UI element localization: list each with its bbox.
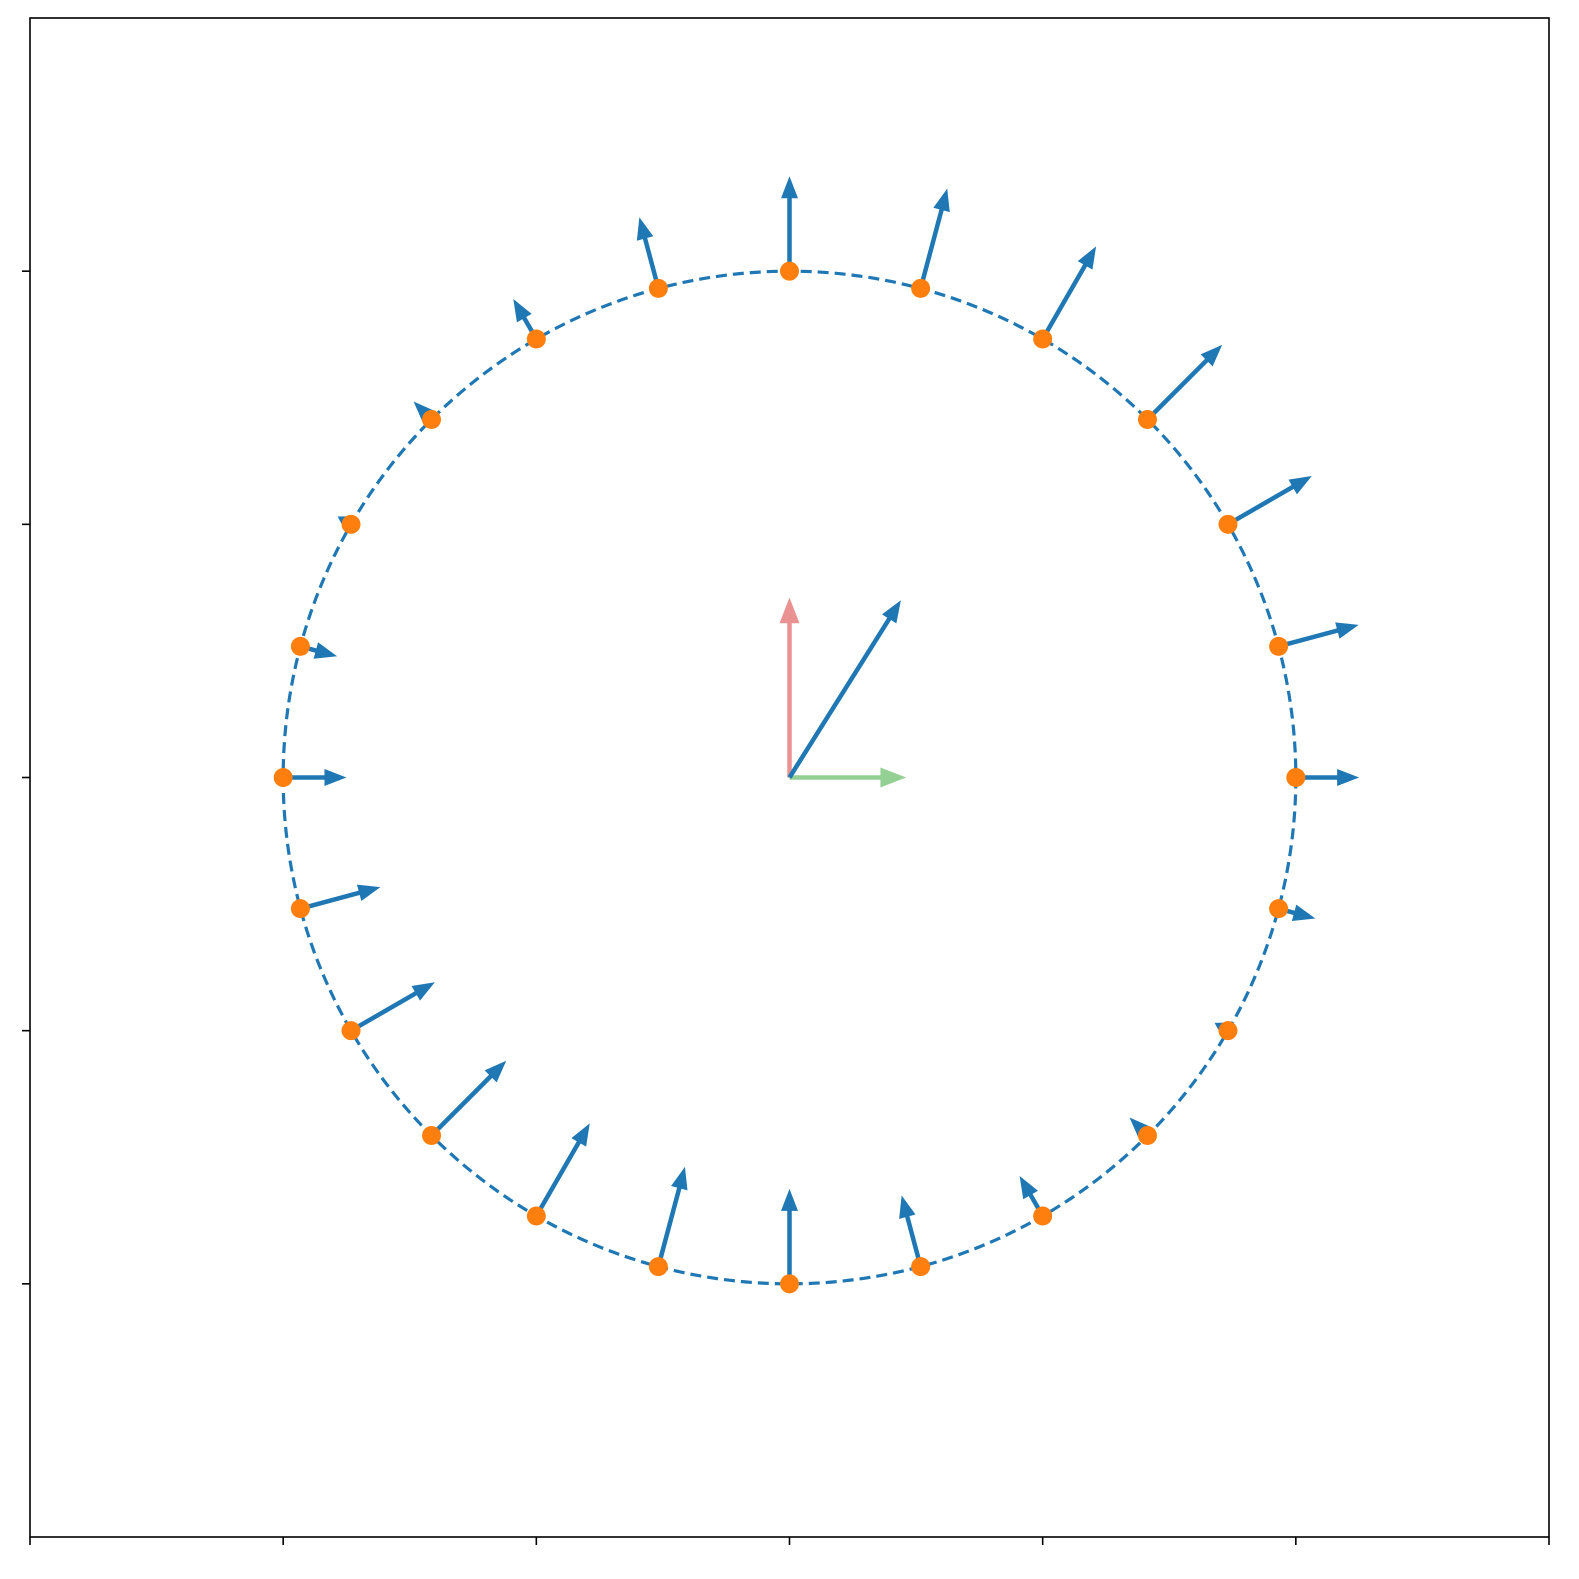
points-layer — [273, 261, 1306, 1294]
field-vector-1-shaft — [1278, 628, 1339, 649]
field-vector-17 — [656, 1166, 688, 1268]
field-vector-1 — [1278, 622, 1359, 649]
field-vector-16-head — [571, 1123, 590, 1147]
circle-point-19 — [911, 1257, 931, 1277]
field-vector-16 — [534, 1123, 590, 1218]
field-vector-23-head — [1291, 904, 1316, 922]
circle-point-18 — [780, 1274, 799, 1294]
center-vector-basis-x-head — [880, 767, 907, 788]
field-vector-13 — [299, 884, 381, 911]
field-vector-14 — [349, 982, 435, 1033]
center-vector-layer — [779, 597, 907, 788]
field-vector-13-shaft — [299, 890, 361, 911]
field-vector-8-head — [513, 299, 532, 323]
circle-point-4 — [1033, 329, 1053, 349]
field-vector-4-shaft — [1040, 263, 1088, 341]
field-vector-11-head — [313, 642, 338, 659]
field-vector-5-head — [933, 188, 950, 213]
field-vector-12-head — [324, 769, 347, 786]
circle-point-17 — [648, 1257, 668, 1277]
field-vector-18 — [781, 1188, 798, 1284]
circle-point-3 — [1137, 410, 1157, 430]
field-vector-14-shaft — [349, 990, 418, 1033]
circle-point-16 — [526, 1206, 546, 1226]
field-vector-6-head — [781, 176, 798, 199]
field-vector-14-head — [411, 982, 435, 1001]
field-vector-3 — [1145, 344, 1223, 422]
field-vector-19 — [899, 1195, 923, 1268]
circle-point-7 — [648, 278, 668, 298]
field-vector-17-shaft — [656, 1186, 682, 1268]
field-vector-20-head — [1019, 1175, 1038, 1200]
circle-point-10 — [341, 514, 361, 534]
circle-point-6 — [780, 261, 799, 281]
circle-point-12 — [273, 768, 293, 787]
center-vector-basis-y-head — [779, 597, 800, 624]
field-vector-4-head — [1077, 246, 1097, 270]
field-vector-15-head — [484, 1060, 507, 1083]
field-vector-layer — [283, 176, 1360, 1284]
field-vector-0-head — [1337, 769, 1360, 786]
field-vector-19-head — [899, 1195, 916, 1219]
field-vector-21-head — [1129, 1117, 1152, 1140]
circle-point-5 — [911, 278, 931, 298]
center-vector-basis-x — [789, 767, 907, 788]
field-vector-15 — [429, 1060, 507, 1138]
circle-point-11 — [290, 636, 310, 656]
field-vector-17-head — [671, 1166, 688, 1191]
field-vector-16-shaft — [534, 1140, 582, 1218]
circle-point-8 — [526, 329, 546, 349]
field-vector-2-head — [1288, 475, 1312, 495]
circle-point-13 — [290, 899, 310, 919]
circle-point-22 — [1218, 1021, 1238, 1041]
center-vector-resultant-head — [881, 600, 901, 624]
field-vector-18-head — [781, 1188, 798, 1211]
center-vector-resultant-shaft — [787, 616, 892, 779]
field-vector-4 — [1040, 246, 1097, 341]
field-vector-5-shaft — [918, 208, 944, 289]
circle-point-20 — [1033, 1206, 1053, 1226]
circle-point-1 — [1269, 636, 1289, 656]
field-vector-7 — [636, 217, 661, 289]
circle-point-9 — [422, 410, 442, 430]
circle-point-23 — [1269, 899, 1289, 919]
center-vector-basis-y — [779, 597, 800, 778]
circle-point-21 — [1137, 1125, 1157, 1145]
circle-point-2 — [1218, 514, 1238, 534]
circle-point-15 — [422, 1125, 442, 1145]
field-vector-6 — [781, 176, 798, 272]
field-vector-3-shaft — [1145, 358, 1209, 422]
field-vector-3-head — [1200, 344, 1223, 367]
circle-point-0 — [1286, 768, 1306, 787]
field-vector-9-head — [413, 401, 436, 424]
axes-layer — [22, 17, 1550, 1545]
field-vector-7-head — [636, 217, 654, 241]
field-vector-2 — [1226, 475, 1312, 527]
center-vector-resultant — [787, 600, 901, 779]
field-vector-5 — [918, 188, 950, 289]
field-vector-13-head — [356, 884, 381, 902]
field-vector-1-head — [1335, 622, 1359, 639]
field-vector-15-shaft — [429, 1074, 493, 1138]
circle-point-14 — [341, 1021, 361, 1041]
field-vector-2-shaft — [1226, 484, 1295, 527]
